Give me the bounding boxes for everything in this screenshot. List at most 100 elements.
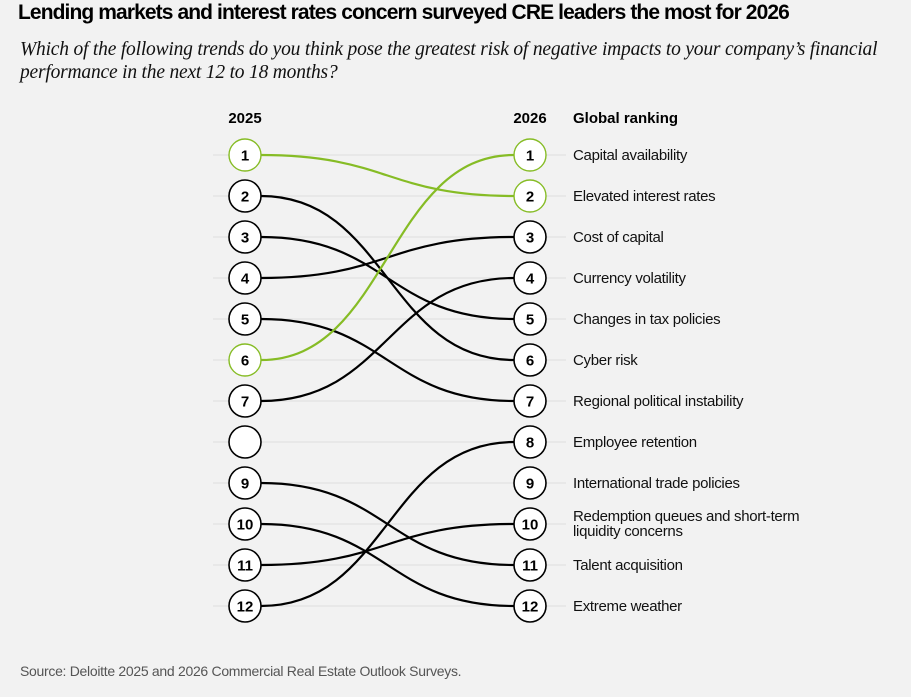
node-2026-rank-4: 4 [513, 261, 547, 295]
source-note: Source: Deloitte 2025 and 2026 Commercia… [20, 663, 462, 679]
node-2026-rank-12: 12 [513, 589, 547, 623]
trend-label: Redemption queues and short-term liquidit… [573, 508, 799, 540]
trend-labels: Capital availability Elevated interest ra… [573, 147, 800, 615]
node-circle [228, 343, 262, 377]
node-circle [228, 220, 262, 254]
node-rank-label: 3 [241, 230, 249, 247]
node-rank-label: 12 [522, 599, 539, 616]
node-circle [513, 343, 547, 377]
node-2026-rank-5: 5 [513, 302, 547, 336]
node-2025-rank-4: 4 [228, 261, 262, 295]
node-circle [228, 261, 262, 295]
rank-change-lines [260, 153, 515, 608]
node-rank-label: 11 [522, 558, 538, 575]
column-headers: 2025 2026 Global ranking [228, 110, 678, 127]
node-circle [228, 425, 262, 459]
rank-line-capital-availability [260, 153, 515, 362]
trend-label: Cyber risk [573, 352, 638, 369]
node-2026-rank-10: 10 [513, 507, 547, 541]
node-rank-label: 5 [241, 312, 249, 329]
trend-label-line: liquidity concerns [573, 523, 683, 540]
header-global-ranking: Global ranking [573, 110, 678, 127]
node-2025-rank-7: 7 [228, 384, 262, 418]
node-circle [513, 261, 547, 295]
trend-label: Cost of capital [573, 229, 664, 246]
trend-label: Talent acquisition [573, 557, 683, 574]
rank-line-elevated-interest-rates [260, 153, 515, 198]
node-2025-rank-5: 5 [228, 302, 262, 336]
node-rank-label: 10 [522, 517, 539, 534]
rank-line-extreme-weather [260, 522, 515, 608]
node-2026-rank-3: 3 [513, 220, 547, 254]
node-circle [228, 179, 262, 213]
node-rank-label: 9 [526, 476, 534, 493]
node-circle [513, 179, 547, 213]
node-rank-label: 7 [526, 394, 534, 411]
node-circle [513, 220, 547, 254]
trend-label: International trade policies [573, 475, 740, 492]
node-2025-rank-10: 10 [228, 507, 262, 541]
node-rank-label: 1 [241, 148, 249, 165]
node-2025-rank-12: 12 [228, 589, 262, 623]
node-2026-rank-2: 2 [513, 179, 547, 213]
node-rank-label: 7 [241, 394, 249, 411]
node-2026-rank-6: 6 [513, 343, 547, 377]
trend-label: Employee retention [573, 434, 697, 451]
node-circle [228, 384, 262, 418]
node-circle [228, 138, 262, 172]
node-circle [513, 589, 547, 623]
header-2026: 2026 [513, 110, 546, 127]
node-rank-label: 5 [526, 312, 534, 329]
node-circle [228, 589, 262, 623]
node-2026-rank-9: 9 [513, 466, 547, 500]
node-2026-rank-8: 8 [513, 425, 547, 459]
node-circle [228, 302, 262, 336]
rank-line-redemption-queues-and-short-term-liquidity-concerns [260, 522, 515, 567]
rank-line-currency-volatility [260, 276, 515, 403]
node-rank-label: 8 [526, 435, 534, 452]
trend-label: Capital availability [573, 147, 688, 164]
node-2025-rank-1: 1 [228, 138, 262, 172]
node-circle [513, 384, 547, 418]
trend-label: Changes in tax policies [573, 311, 720, 328]
rank-line-cyber-risk [260, 194, 515, 362]
trend-label: Currency volatility [573, 270, 686, 287]
node-rank-label: 9 [241, 476, 249, 493]
node-circle [228, 548, 262, 582]
trend-label: Extreme weather [573, 598, 682, 615]
node-rank-label: 4 [526, 271, 535, 288]
node-circle [513, 138, 547, 172]
trend-label: Elevated interest rates [573, 188, 715, 205]
node-2025-rank-9: 9 [228, 466, 262, 500]
node-rank-label: 10 [237, 517, 254, 534]
node-rank-label: 3 [526, 230, 534, 247]
node-rank-label: 12 [237, 599, 254, 616]
node-rank-label: 4 [241, 271, 250, 288]
node-rank-label: 6 [241, 353, 249, 370]
node-circle [228, 507, 262, 541]
node-2025-rank-8 [228, 425, 262, 459]
header-2025: 2025 [228, 110, 261, 127]
node-circle [228, 466, 262, 500]
node-rank-label: 2 [526, 189, 534, 206]
trend-label-line: Redemption queues and short-term [573, 508, 799, 525]
node-2025-rank-2: 2 [228, 179, 262, 213]
node-circle [513, 548, 547, 582]
rank-line-talent-acquisition [260, 481, 515, 567]
node-rank-label: 1 [526, 148, 534, 165]
node-rank-label: 11 [237, 558, 253, 575]
node-2026-rank-7: 7 [513, 384, 547, 418]
node-2025-rank-6: 6 [228, 343, 262, 377]
node-2026-rank-11: 11 [513, 548, 547, 582]
node-circle [513, 466, 547, 500]
node-2025-rank-3: 3 [228, 220, 262, 254]
chart-title: Lending markets and interest rates conce… [18, 1, 790, 24]
node-circle [513, 507, 547, 541]
node-circle [513, 425, 547, 459]
node-circle [513, 302, 547, 336]
chart-subtitle: Which of the following trends do you thi… [20, 39, 878, 83]
node-rank-label: 6 [526, 353, 534, 370]
